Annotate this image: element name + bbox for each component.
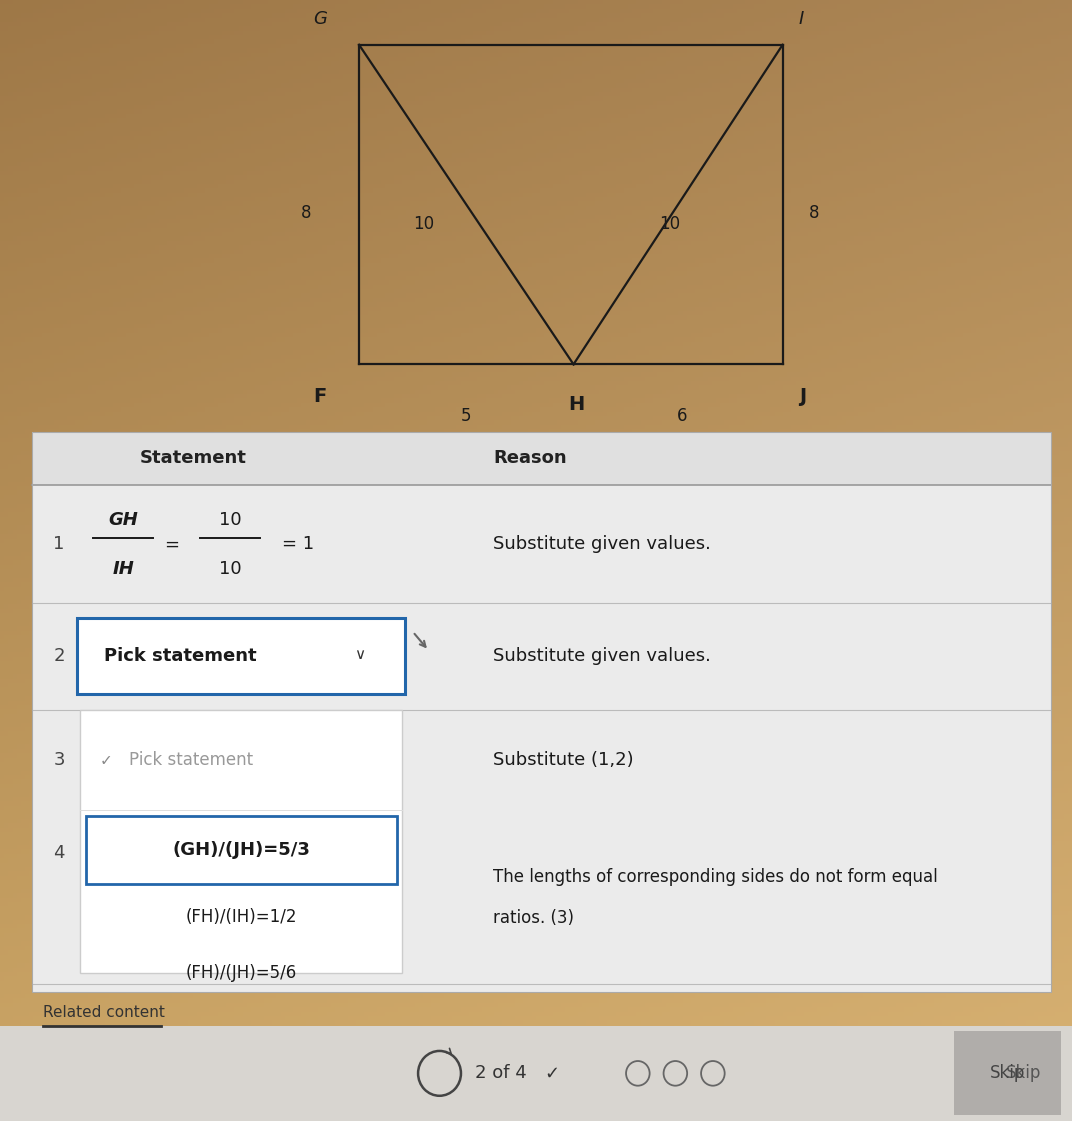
Text: =: = <box>164 535 179 554</box>
FancyBboxPatch shape <box>86 816 397 884</box>
Text: 10: 10 <box>219 559 242 578</box>
Text: ✓: ✓ <box>100 752 113 768</box>
Text: Related content: Related content <box>43 1004 165 1020</box>
Text: 8: 8 <box>809 204 820 222</box>
Text: ∨: ∨ <box>354 647 364 661</box>
FancyBboxPatch shape <box>954 1031 1061 1115</box>
Text: 2: 2 <box>54 647 64 666</box>
Text: (FH)/(JH)=5/6: (FH)/(JH)=5/6 <box>185 964 297 982</box>
Text: 10: 10 <box>413 215 434 233</box>
Text: IH: IH <box>113 559 134 578</box>
Text: (FH)/(IH)=1/2: (FH)/(IH)=1/2 <box>185 908 297 926</box>
Text: 10: 10 <box>659 215 681 233</box>
Text: F: F <box>314 387 327 406</box>
Text: = 1: = 1 <box>282 535 314 554</box>
Text: Substitute given values.: Substitute given values. <box>493 535 711 554</box>
Text: Skip: Skip <box>1007 1064 1041 1083</box>
Text: Substitute given values.: Substitute given values. <box>493 647 711 666</box>
Text: 10: 10 <box>219 510 242 529</box>
Text: 2 of 4: 2 of 4 <box>475 1064 526 1083</box>
Text: 1: 1 <box>54 535 64 554</box>
Text: 5: 5 <box>461 407 472 425</box>
Text: 8: 8 <box>300 204 311 222</box>
Text: ✓: ✓ <box>545 1064 560 1083</box>
Text: GH: GH <box>108 510 138 529</box>
FancyBboxPatch shape <box>32 432 1051 485</box>
FancyBboxPatch shape <box>0 1026 1072 1121</box>
Text: Pick statement: Pick statement <box>104 647 256 666</box>
Text: Skip: Skip <box>991 1064 1025 1083</box>
Text: 4: 4 <box>54 843 64 862</box>
Text: J: J <box>799 387 806 406</box>
FancyBboxPatch shape <box>77 619 405 695</box>
Text: G: G <box>313 10 327 28</box>
Text: H: H <box>568 395 585 414</box>
FancyBboxPatch shape <box>32 432 1051 992</box>
Text: Substitute (1,2): Substitute (1,2) <box>493 751 634 769</box>
Text: 3: 3 <box>54 751 64 769</box>
Text: Pick statement: Pick statement <box>129 751 253 769</box>
Text: Reason: Reason <box>493 450 567 467</box>
Text: 6: 6 <box>676 407 687 425</box>
FancyBboxPatch shape <box>80 710 402 973</box>
Text: ratios. (3): ratios. (3) <box>493 908 575 927</box>
Text: Statement: Statement <box>139 450 247 467</box>
Text: The lengths of corresponding sides do not form equal: The lengths of corresponding sides do no… <box>493 868 938 887</box>
Text: I: I <box>799 10 804 28</box>
Text: (GH)/(JH)=5/3: (GH)/(JH)=5/3 <box>173 841 310 860</box>
